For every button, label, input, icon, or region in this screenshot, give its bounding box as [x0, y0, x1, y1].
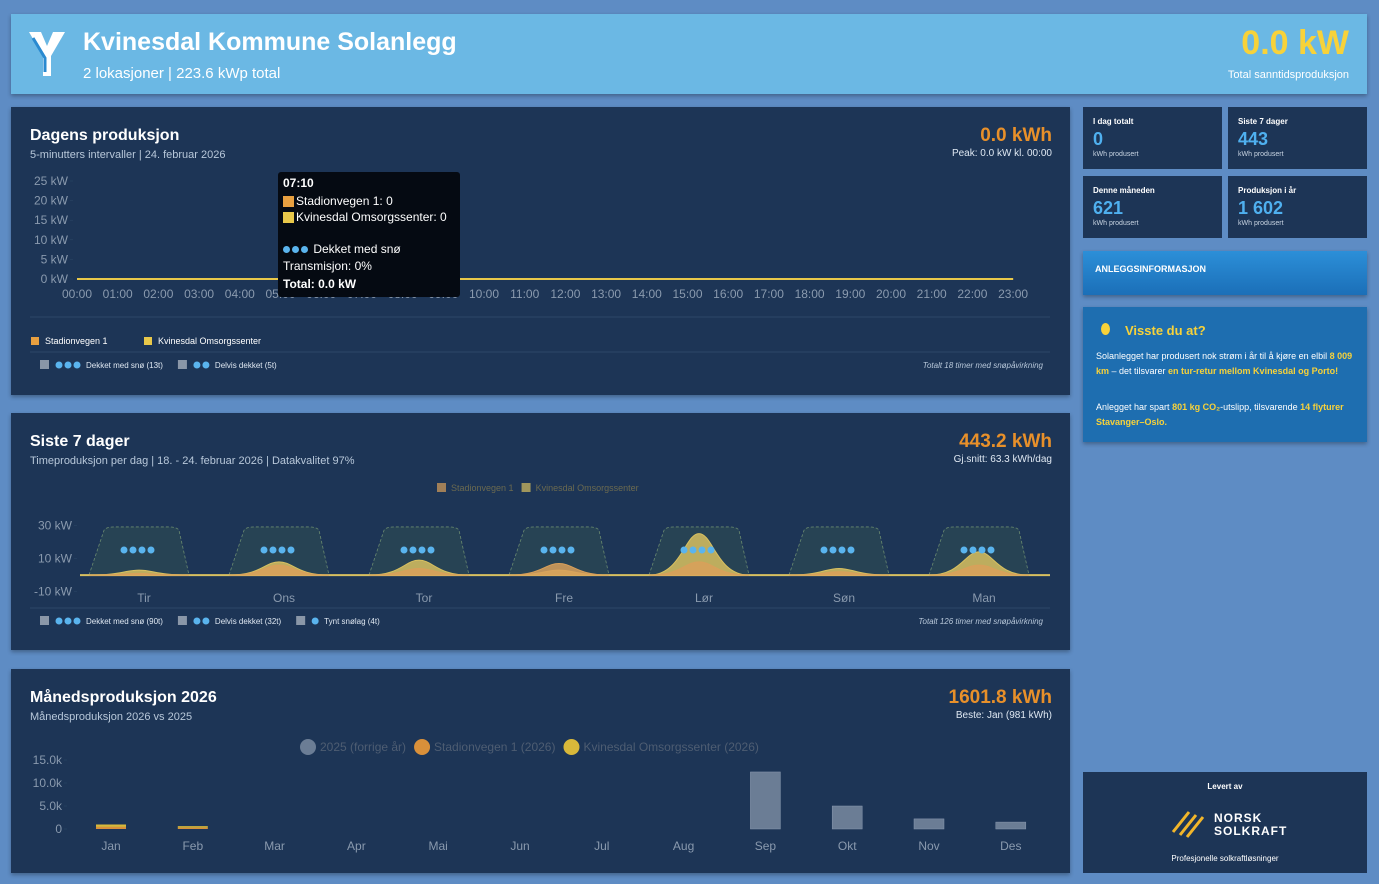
panel-total: 1601.8 kWh	[948, 687, 1053, 708]
tooltip-transmission: Transmisjon: 0%	[283, 259, 372, 273]
tooltip-line: Kvinesdal Omsorgssenter: 0	[283, 210, 447, 224]
stat-unit: kWh produsert	[1093, 220, 1139, 227]
stat-label: I dag totalt	[1093, 117, 1134, 126]
fact-text: 14 flyturer Stavanger–Oslo.	[1096, 402, 1344, 427]
tooltip-text: Dekket med snø	[313, 242, 401, 256]
tooltip: 07:10 Stadionvegen 1: 0 Kvinesdal Omsorg…	[278, 172, 460, 297]
header-title: Kvinesdal Kommune Solanlegg	[83, 28, 457, 56]
panel-note: Peak: 0.0 kW kl. 00:00	[951, 148, 1052, 159]
info-button-label: ANLEGGSINFORMASJON	[1095, 264, 1207, 274]
fact-text: -utslipp, tilsvarende	[1220, 402, 1301, 412]
logo	[29, 32, 65, 76]
stat-value: 621	[1093, 198, 1124, 218]
panel-total: 443.2 kWh	[959, 431, 1052, 452]
stat-card: Denne måneden 621 kWh produsert	[1083, 176, 1222, 238]
header: Kvinesdal Kommune Solanlegg 2 lokasjoner…	[11, 14, 1367, 94]
tooltip-text: Kvinesdal Omsorgssenter: 0	[296, 210, 447, 224]
panel-note: Gj.snitt: 63.3 kWh/dag	[953, 454, 1052, 465]
tooltip-time: 07:10	[283, 176, 314, 190]
month-panel: Månedsproduksjon 2026 Månedsproduksjon 2…	[11, 669, 1070, 873]
fact-text: 801 kg CO₂	[1172, 402, 1221, 412]
stat-card: Produksjon i år 1 602 kWh produsert	[1228, 176, 1367, 238]
live-value: 0.0 kW	[1241, 24, 1349, 62]
live-label: Total sanntidsproduksjon	[1227, 69, 1349, 81]
stat-card: Siste 7 dager 443 kWh produsert	[1228, 107, 1367, 169]
week-panel: Siste 7 dager Timeproduksjon per dag | 1…	[11, 413, 1070, 650]
stat-label: Siste 7 dager	[1238, 117, 1288, 126]
panel-title: Månedsproduksjon 2026	[30, 689, 217, 706]
footer-label: Levert av	[1207, 782, 1243, 791]
fact-text: Anlegget har spart	[1096, 402, 1173, 412]
stat-value: 0	[1093, 129, 1104, 149]
stat-value: 1 602	[1238, 198, 1284, 218]
stat-unit: kWh produsert	[1238, 151, 1284, 158]
tooltip-text: Stadionvegen 1: 0	[296, 194, 393, 208]
tooltip-condition: Dekket med snø	[283, 242, 401, 256]
panel-subtitle: 5-minutters intervaller | 24. februar 20…	[30, 149, 226, 161]
fact-text: en tur-retur mellom Kvinesdal og Porto!	[1168, 366, 1339, 376]
panel-title: Dagens produksjon	[30, 127, 180, 144]
brand-name: NORSK	[1214, 811, 1263, 825]
header-subtitle: 2 lokasjoner | 223.6 kWp total	[83, 65, 281, 82]
panel-subtitle: Månedsproduksjon 2026 vs 2025	[30, 711, 193, 723]
bulb-icon	[1101, 323, 1110, 335]
stat-card: I dag totalt 0 kWh produsert	[1083, 107, 1222, 169]
panel-title: Siste 7 dager	[30, 433, 130, 450]
panel-total: 0.0 kWh	[980, 125, 1052, 146]
stat-label: Produksjon i år	[1238, 186, 1297, 195]
panel-subtitle: Timeproduksjon per dag | 18. - 24. febru…	[30, 455, 355, 467]
brand-logo	[1171, 811, 1205, 838]
stat-label: Denne måneden	[1093, 186, 1155, 195]
stat-unit: kWh produsert	[1093, 151, 1139, 158]
facts-panel: Visste du at? Solanlegget har produsert …	[1083, 307, 1367, 442]
stat-unit: kWh produsert	[1238, 220, 1284, 227]
footer: Levert av NORSK SOLKRAFT Profesjonelle s…	[1083, 772, 1367, 873]
footer-tagline: Profesjonelle solkraftløsninger	[1171, 854, 1279, 863]
fact-text: Solanlegget har produsert nok strøm i år…	[1096, 351, 1330, 361]
fact: Solanlegget har produsert nok strøm i år…	[1096, 349, 1358, 379]
fact-text: – det tilsvarer	[1109, 366, 1169, 376]
facts-title: Visste du at?	[1125, 323, 1206, 338]
today-panel: Dagens produksjon 5-minutters intervalle…	[11, 107, 1070, 395]
tooltip-total: Total: 0.0 kW	[283, 277, 357, 291]
tooltip-line: Stadionvegen 1: 0	[283, 194, 393, 208]
fact-text: 8 009 km	[1096, 351, 1353, 376]
stat-value: 443	[1238, 129, 1269, 149]
info-button[interactable]: ANLEGGSINFORMASJON	[1083, 251, 1367, 295]
panel-note: Beste: Jan (981 kWh)	[955, 710, 1052, 721]
fact: Anlegget har spart 801 kg CO₂-utslipp, t…	[1096, 400, 1358, 430]
brand-name: SOLKRAFT	[1214, 824, 1288, 838]
